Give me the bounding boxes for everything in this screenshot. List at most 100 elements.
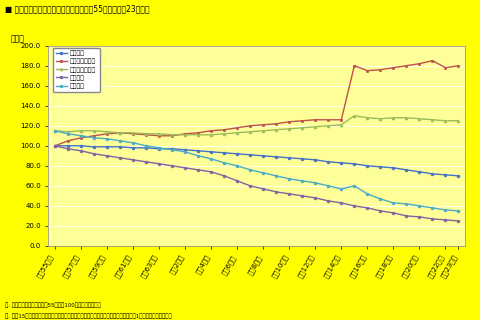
Text: ２. 平成15年度における給付件数の増加は、件数の積算方法を変更し、当該月数ごとに1件とした影響が強い。: ２. 平成15年度における給付件数の増加は、件数の積算方法を変更し、当該月数ごと…: [5, 314, 171, 319]
医療費給付件数: [430, 59, 435, 63]
障害件数: [247, 184, 253, 188]
医療費発生件数: [260, 129, 266, 133]
加入者数: [91, 145, 97, 149]
医療費給付件数: [65, 139, 71, 143]
死亡件数: [443, 208, 448, 212]
加入者数: [182, 148, 188, 152]
加入者数: [287, 156, 292, 160]
医療費給付件数: [52, 144, 58, 148]
医療費給付件数: [417, 62, 422, 66]
障害件数: [104, 154, 110, 158]
医療費給付件数: [404, 64, 409, 68]
加入者数: [208, 150, 214, 154]
加入者数: [325, 160, 331, 164]
障害件数: [130, 158, 136, 162]
Text: １. グラフ中の指数は、昭和55年度を100として表している: １. グラフ中の指数は、昭和55年度を100として表している: [5, 302, 100, 308]
加入者数: [338, 161, 344, 165]
医療費給付件数: [260, 123, 266, 127]
加入者数: [78, 144, 84, 148]
医療費給付件数: [274, 122, 279, 126]
加入者数: [169, 147, 175, 151]
Line: 障害件数: 障害件数: [54, 144, 460, 222]
障害件数: [443, 218, 448, 222]
医療費発生件数: [377, 117, 383, 121]
加入者数: [117, 145, 123, 149]
加入者数: [260, 154, 266, 158]
加入者数: [130, 146, 136, 150]
死亡件数: [130, 141, 136, 145]
医療費発生件数: [274, 128, 279, 132]
加入者数: [430, 172, 435, 176]
障害件数: [287, 192, 292, 196]
加入者数: [234, 152, 240, 156]
医療費発生件数: [208, 133, 214, 137]
医療費発生件数: [221, 132, 227, 136]
医療費発生件数: [430, 118, 435, 122]
医療費給付件数: [195, 131, 201, 135]
死亡件数: [325, 184, 331, 188]
Line: 医療費給付件数: 医療費給付件数: [54, 59, 460, 147]
医療費給付件数: [338, 118, 344, 122]
医療費発生件数: [404, 116, 409, 120]
医療費給付件数: [143, 133, 149, 137]
障害件数: [208, 170, 214, 174]
医療費発生件数: [391, 116, 396, 120]
障害件数: [351, 204, 357, 208]
障害件数: [312, 196, 318, 200]
医療費発生件数: [195, 133, 201, 137]
医療費給付件数: [377, 68, 383, 72]
加入者数: [274, 155, 279, 159]
医療費発生件数: [156, 132, 162, 136]
医療費給付件数: [364, 69, 370, 73]
医療費発生件数: [417, 117, 422, 121]
障害件数: [52, 144, 58, 148]
医療費給付件数: [169, 134, 175, 138]
医療費発生件数: [91, 129, 97, 133]
死亡件数: [117, 139, 123, 143]
加入者数: [221, 151, 227, 155]
医療費給付件数: [130, 132, 136, 136]
加入者数: [443, 173, 448, 177]
Line: 加入者数: 加入者数: [54, 144, 460, 177]
死亡件数: [221, 161, 227, 165]
障害件数: [78, 149, 84, 153]
医療費給付件数: [443, 66, 448, 70]
障害件数: [91, 152, 97, 156]
死亡件数: [456, 209, 461, 213]
加入者数: [456, 174, 461, 178]
障害件数: [169, 164, 175, 168]
加入者数: [351, 162, 357, 166]
医療費給付件数: [208, 129, 214, 133]
加入者数: [104, 145, 110, 149]
障害件数: [377, 209, 383, 213]
医療費給付件数: [182, 132, 188, 136]
Line: 医療費発生件数: 医療費発生件数: [54, 114, 460, 136]
死亡件数: [260, 171, 266, 175]
Line: 死亡件数: 死亡件数: [54, 129, 460, 212]
加入者数: [391, 166, 396, 170]
障害件数: [274, 190, 279, 194]
医療費給付件数: [287, 120, 292, 124]
死亡件数: [351, 184, 357, 188]
医療費発生件数: [443, 119, 448, 123]
医療費給付件数: [325, 118, 331, 122]
医療費給付件数: [117, 131, 123, 135]
死亡件数: [364, 192, 370, 196]
死亡件数: [91, 136, 97, 140]
医療費発生件数: [130, 131, 136, 135]
死亡件数: [404, 202, 409, 206]
医療費発生件数: [169, 133, 175, 137]
死亡件数: [104, 137, 110, 141]
医療費給付件数: [247, 124, 253, 128]
医療費給付件数: [456, 64, 461, 68]
死亡件数: [377, 197, 383, 201]
死亡件数: [156, 146, 162, 150]
障害件数: [325, 199, 331, 203]
医療費発生件数: [300, 126, 305, 130]
加入者数: [300, 157, 305, 161]
障害件数: [156, 162, 162, 166]
Legend: 加入者数, 医療費給付件数, 医療費発生件数, 障害件数, 死亡件数: 加入者数, 医療費給付件数, 医療費発生件数, 障害件数, 死亡件数: [53, 48, 99, 92]
医療費発生件数: [78, 129, 84, 133]
死亡件数: [300, 179, 305, 183]
障害件数: [143, 160, 149, 164]
